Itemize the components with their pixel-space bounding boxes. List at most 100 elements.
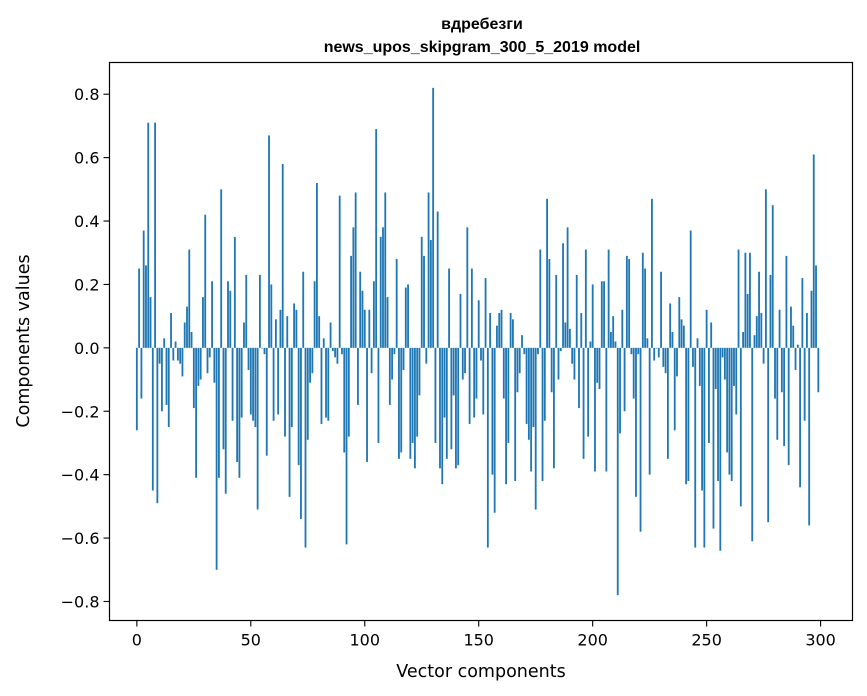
bar [678, 297, 681, 348]
bar [477, 300, 480, 348]
bar [441, 347, 444, 485]
bar [764, 189, 767, 348]
bar [708, 347, 710, 443]
bar [673, 347, 676, 431]
bar [445, 347, 448, 459]
bar [489, 312, 492, 348]
bar [787, 347, 790, 466]
bar [142, 230, 145, 348]
bar [548, 259, 551, 348]
bar [181, 347, 184, 377]
bar [361, 290, 364, 348]
bar [482, 347, 485, 415]
bar [420, 236, 423, 348]
bar [272, 347, 275, 421]
bar [370, 347, 373, 374]
bar [357, 347, 359, 405]
bar [427, 192, 430, 348]
bar [195, 347, 198, 478]
bar [596, 347, 599, 383]
bar [259, 274, 261, 348]
bar [366, 347, 368, 462]
bar [190, 331, 193, 348]
bar [755, 316, 758, 348]
bar [616, 347, 619, 596]
bar [245, 274, 248, 348]
bar [808, 347, 811, 526]
bar [284, 347, 286, 437]
bar [578, 347, 580, 409]
bar [432, 87, 435, 348]
bar [167, 347, 170, 428]
bar [268, 135, 270, 348]
plot-frame [108, 61, 854, 622]
bar [450, 347, 453, 450]
bar [625, 255, 628, 348]
bar [135, 347, 138, 431]
bar [138, 268, 141, 348]
y-tick-label: 0.4 [74, 212, 99, 231]
bar [297, 347, 300, 466]
y-tick-label: −0.4 [61, 466, 100, 485]
bar [794, 347, 797, 371]
bar [448, 268, 450, 348]
bar [270, 284, 273, 348]
bar [306, 347, 309, 440]
bar [243, 322, 245, 348]
bar [213, 347, 216, 383]
bar [648, 347, 651, 475]
bar [607, 249, 610, 348]
bar [172, 347, 175, 361]
bar [694, 347, 697, 548]
bar [461, 347, 464, 380]
bar [439, 347, 441, 469]
bar [692, 347, 694, 367]
bar [151, 347, 154, 491]
bar [735, 347, 738, 415]
bar [769, 274, 772, 348]
bar [265, 347, 268, 456]
bar [582, 347, 585, 459]
bar [594, 347, 596, 472]
bar [206, 347, 209, 374]
bar [774, 347, 776, 399]
bar [500, 309, 503, 348]
bar [354, 192, 357, 348]
bar [475, 347, 478, 399]
bar [304, 347, 307, 548]
bar [669, 303, 672, 348]
bar [345, 347, 348, 545]
bar [525, 347, 528, 424]
y-tick-label: −0.2 [61, 402, 100, 421]
bar [639, 347, 642, 532]
bar [605, 347, 608, 472]
bar [302, 271, 305, 348]
bar [730, 347, 733, 481]
bar [327, 347, 330, 421]
bar [384, 192, 387, 348]
y-tick-label: 0.8 [74, 85, 99, 104]
bar [575, 274, 578, 348]
bar [801, 278, 804, 348]
bar [717, 347, 719, 481]
bar [473, 347, 476, 418]
bar [815, 265, 817, 348]
bar [505, 347, 507, 485]
bar [231, 347, 234, 421]
bar [710, 322, 713, 348]
bar [776, 347, 779, 440]
bar [785, 255, 788, 348]
bar [780, 347, 783, 393]
bar [236, 347, 239, 462]
bar [509, 312, 512, 348]
bar [186, 306, 188, 348]
bar [484, 278, 487, 348]
bar [767, 347, 770, 523]
bar [491, 347, 494, 475]
bar [290, 347, 293, 428]
bar [281, 163, 284, 348]
bar [368, 309, 371, 348]
bar [318, 316, 321, 348]
y-tick-label: 0.0 [74, 339, 99, 358]
bar [696, 338, 699, 348]
